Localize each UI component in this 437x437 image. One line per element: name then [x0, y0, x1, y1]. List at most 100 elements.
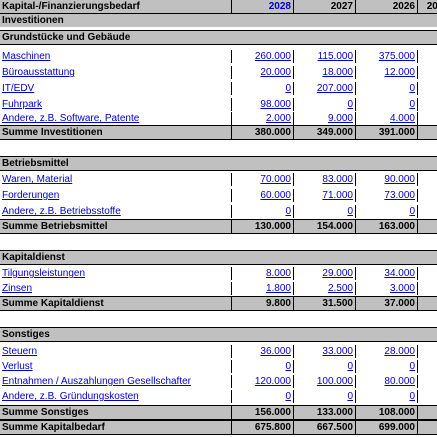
value-cell[interactable]: 70.000	[232, 173, 294, 186]
value-cell[interactable]: 0	[232, 82, 294, 95]
value-cell[interactable]: 36.000	[232, 345, 294, 358]
value-cell[interactable]: 0	[356, 98, 418, 111]
value-cell[interactable]: 0	[232, 205, 294, 218]
value-cell[interactable]	[418, 375, 437, 388]
sum-value[interactable]: 133.000	[294, 406, 356, 419]
value-cell[interactable]: 1	[418, 50, 437, 63]
value-cell[interactable]: 12.000	[356, 66, 418, 79]
value-cell[interactable]	[418, 82, 437, 95]
sum-value[interactable]: 31.500	[294, 297, 356, 310]
value-cell[interactable]: 34.000	[356, 267, 418, 280]
total-value[interactable]: 6	[418, 421, 437, 434]
value-cell[interactable]: 33.000	[294, 345, 356, 358]
value-cell[interactable]: 73.000	[356, 189, 418, 202]
sum-value[interactable]: 2	[418, 126, 437, 139]
row-label[interactable]: Maschinen	[0, 50, 232, 63]
value-cell[interactable]: 0	[294, 205, 356, 218]
row-label[interactable]: Fuhrpark	[0, 98, 232, 111]
year-2028[interactable]: 2028	[232, 0, 294, 13]
value-cell[interactable]: 0	[356, 82, 418, 95]
value-cell[interactable]	[418, 205, 437, 218]
sum-value[interactable]: 156.000	[232, 406, 294, 419]
total-label[interactable]: Summe Kapitalbedarf	[0, 421, 232, 434]
section-title[interactable]: Kapitaldienst	[2, 252, 65, 263]
row-label[interactable]: IT/EDV	[0, 82, 232, 95]
header-label[interactable]: Kapital-/Finanzierungsbedarf	[0, 0, 232, 13]
value-cell[interactable]: 120.000	[232, 375, 294, 388]
sum-value[interactable]: 391.000	[356, 126, 418, 139]
value-cell[interactable]: 60.000	[232, 189, 294, 202]
section-title[interactable]: Betriebsmittel	[2, 158, 69, 169]
value-cell[interactable]: 20.000	[232, 66, 294, 79]
row-label[interactable]: Andere, z.B. Betriebsstoffe	[0, 205, 232, 218]
section-title[interactable]: Investitionen	[2, 15, 64, 26]
value-cell[interactable]: 100.000	[294, 375, 356, 388]
value-cell[interactable]	[418, 267, 437, 280]
row-label[interactable]: Tilgungsleistungen	[0, 267, 232, 280]
value-cell[interactable]	[418, 360, 437, 373]
value-cell[interactable]: 375.000	[356, 50, 418, 63]
row-label[interactable]: Andere, z.B. Software, Patente	[0, 112, 232, 125]
sum-value[interactable]: 163.000	[356, 220, 418, 233]
row-label[interactable]: Entnahmen / Auszahlungen Gesellschafter	[0, 375, 232, 388]
total-value[interactable]: 667.500	[294, 421, 356, 434]
value-cell[interactable]: 1.800	[232, 282, 294, 295]
value-cell[interactable]: 4.000	[356, 112, 418, 125]
value-cell[interactable]: 0	[356, 390, 418, 403]
value-cell[interactable]: 260.000	[232, 50, 294, 63]
value-cell[interactable]: 115.000	[294, 50, 356, 63]
value-cell[interactable]	[418, 66, 437, 79]
sum-value[interactable]: 154.000	[294, 220, 356, 233]
row-label[interactable]: Steuern	[0, 345, 232, 358]
value-cell[interactable]: 2.000	[232, 112, 294, 125]
value-cell[interactable]: 83.000	[294, 173, 356, 186]
row-label[interactable]: Büroausstattung	[0, 66, 232, 79]
value-cell[interactable]	[418, 189, 437, 202]
row-label[interactable]: Forderungen	[0, 189, 232, 202]
row-label[interactable]: Waren, Material	[0, 173, 232, 186]
year-2026[interactable]: 2026	[356, 0, 418, 13]
sum-label[interactable]: Summe Betriebsmittel	[0, 220, 232, 233]
value-cell[interactable]: 98.000	[232, 98, 294, 111]
sum-value[interactable]: 37.000	[356, 297, 418, 310]
sum-label[interactable]: Summe Sonstiges	[0, 406, 232, 419]
value-cell[interactable]	[418, 112, 437, 125]
value-cell[interactable]: 8.000	[232, 267, 294, 280]
value-cell[interactable]	[418, 98, 437, 111]
sum-value[interactable]	[418, 297, 437, 310]
row-label[interactable]: Verlust	[0, 360, 232, 373]
sum-value[interactable]: 349.000	[294, 126, 356, 139]
sum-value[interactable]: 9.800	[232, 297, 294, 310]
row-label[interactable]: Zinsen	[0, 282, 232, 295]
total-value[interactable]: 699.000	[356, 421, 418, 434]
sum-value[interactable]: 1	[418, 406, 437, 419]
value-cell[interactable]: 0	[294, 390, 356, 403]
value-cell[interactable]	[418, 345, 437, 358]
value-cell[interactable]: 0	[356, 360, 418, 373]
sum-value[interactable]: 108.000	[356, 406, 418, 419]
value-cell[interactable]: 90.000	[356, 173, 418, 186]
year-2027[interactable]: 2027	[294, 0, 356, 13]
value-cell[interactable]: 0	[356, 205, 418, 218]
value-cell[interactable]: 80.000	[356, 375, 418, 388]
value-cell[interactable]: 0	[232, 390, 294, 403]
value-cell[interactable]	[418, 173, 437, 186]
total-value[interactable]: 675.800	[232, 421, 294, 434]
value-cell[interactable]: 0	[294, 98, 356, 111]
year-2025[interactable]: 2025	[418, 0, 437, 13]
sum-value[interactable]: 130.000	[232, 220, 294, 233]
value-cell[interactable]: 29.000	[294, 267, 356, 280]
value-cell[interactable]: 28.000	[356, 345, 418, 358]
section-title[interactable]: Sonstiges	[2, 329, 50, 340]
value-cell[interactable]: 0	[294, 360, 356, 373]
value-cell[interactable]	[418, 282, 437, 295]
value-cell[interactable]: 3.000	[356, 282, 418, 295]
value-cell[interactable]: 71.000	[294, 189, 356, 202]
value-cell[interactable]: 2.500	[294, 282, 356, 295]
value-cell[interactable]: 18.000	[294, 66, 356, 79]
sum-value[interactable]	[418, 220, 437, 233]
sum-label[interactable]: Summe Kapitaldienst	[0, 297, 232, 310]
value-cell[interactable]: 9.000	[294, 112, 356, 125]
value-cell[interactable]: 0	[232, 360, 294, 373]
value-cell[interactable]	[418, 390, 437, 403]
